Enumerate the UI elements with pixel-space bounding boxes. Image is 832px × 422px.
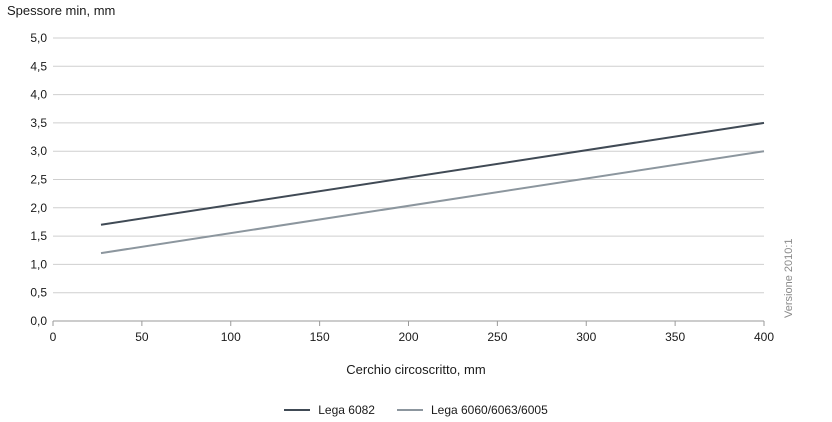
y-tick-label: 4,5 bbox=[30, 59, 47, 73]
x-tick-label: 300 bbox=[576, 330, 596, 344]
y-tick-label: 2,0 bbox=[30, 201, 47, 215]
y-tick-label: 5,0 bbox=[30, 31, 47, 45]
legend-label-6082: Lega 6082 bbox=[318, 403, 375, 417]
y-tick-label: 3,0 bbox=[30, 144, 47, 158]
y-tick-labels: 0,0 0,5 1,0 1,5 2,0 2,5 3,0 3,5 4,0 4,5 5,0 bbox=[30, 31, 47, 328]
y-tick-label: 2,5 bbox=[30, 173, 47, 187]
y-tick-label: 0,0 bbox=[30, 314, 47, 328]
x-tick-label: 350 bbox=[665, 330, 685, 344]
x-tick-label: 200 bbox=[398, 330, 418, 344]
x-axis-title: Cerchio circoscritto, mm bbox=[346, 362, 486, 377]
y-tick-label: 4,0 bbox=[30, 88, 47, 102]
series-line-1 bbox=[100, 121, 765, 226]
x-tick-label: 100 bbox=[221, 330, 241, 344]
legend-swatch-6060 bbox=[396, 409, 423, 411]
y-axis-title: Spessore min, mm bbox=[7, 3, 116, 18]
x-tick-label: 250 bbox=[487, 330, 507, 344]
x-tick-labels: 0 50 100 150 200 250 300 350 400 bbox=[50, 330, 775, 344]
gridlines bbox=[52, 37, 765, 326]
series-lines bbox=[100, 121, 765, 255]
series-line-2 bbox=[100, 150, 765, 255]
legend-item-6060: Lega 6060/6063/6005 bbox=[396, 403, 548, 417]
y-tick-label: 3,5 bbox=[30, 116, 47, 130]
x-tick-label: 0 bbox=[50, 330, 57, 344]
x-tick-label: 150 bbox=[310, 330, 330, 344]
legend-label-6060: Lega 6060/6063/6005 bbox=[430, 403, 548, 417]
y-tick-label: 0,5 bbox=[30, 286, 47, 300]
legend-swatch-6082 bbox=[284, 409, 311, 411]
y-tick-label: 1,5 bbox=[30, 229, 47, 243]
legend: Lega 6082 Lega 6060/6063/6005 bbox=[0, 403, 832, 417]
x-tick-label: 50 bbox=[135, 330, 149, 344]
y-tick-label: 1,0 bbox=[30, 257, 47, 271]
legend-item-6082: Lega 6082 bbox=[284, 403, 375, 417]
version-note: Versione 2010:1 bbox=[783, 238, 795, 318]
x-tick-label: 400 bbox=[754, 330, 774, 344]
